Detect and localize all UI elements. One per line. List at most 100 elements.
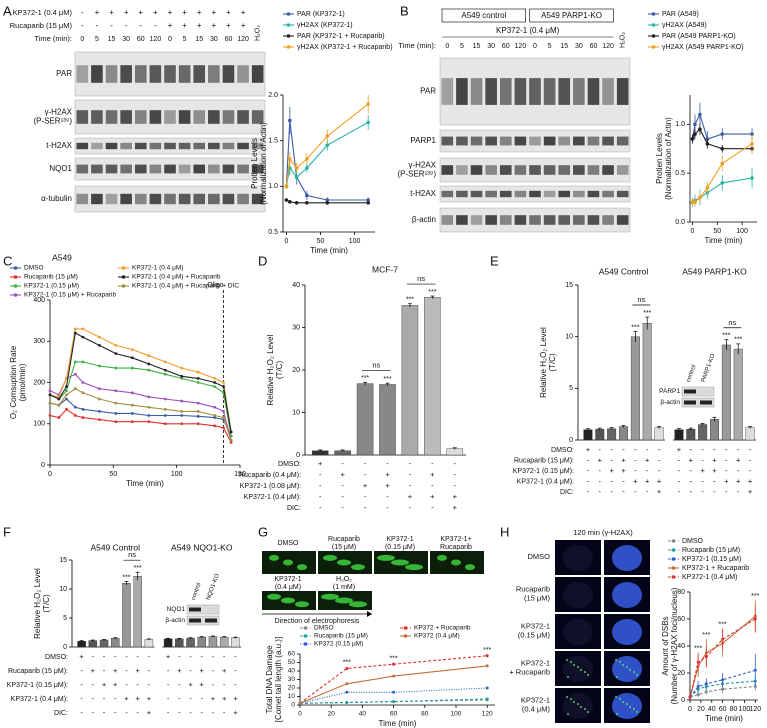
comet [321, 593, 339, 600]
blot-band [587, 190, 600, 198]
focus [636, 711, 638, 713]
blot-band [149, 164, 162, 174]
sign: + [241, 21, 246, 30]
table-sign: - [319, 492, 322, 501]
extra-lane-label: H₂O₂ [620, 32, 627, 48]
focus [633, 671, 635, 673]
inset-band [700, 389, 712, 394]
table-sign: - [223, 680, 226, 689]
focus [580, 706, 582, 708]
focus [577, 666, 579, 668]
blot-band [237, 193, 249, 205]
bar [674, 429, 684, 441]
table-sign: + [91, 666, 96, 675]
legend-label: DMSO [24, 265, 44, 272]
point [392, 662, 396, 666]
y-tick-label: 0 [681, 697, 685, 704]
time-label: Time (min): [398, 41, 436, 50]
y-tick-label: 80 [677, 589, 685, 596]
bar [163, 638, 173, 648]
point [114, 412, 118, 415]
table-sign: - [599, 466, 602, 475]
blot-band [208, 164, 220, 174]
sign: - [154, 21, 157, 30]
blot-band [456, 136, 468, 146]
legend-marker [286, 12, 291, 16]
legend-marker [286, 34, 291, 38]
table-sign: - [658, 455, 661, 464]
point [65, 389, 68, 393]
point [163, 368, 167, 372]
table-sign: - [725, 455, 728, 464]
table-sign: - [212, 680, 215, 689]
table-sign: - [212, 666, 215, 675]
table-sign: - [148, 680, 151, 689]
x-tick-label: 60 [719, 706, 727, 713]
point [114, 389, 118, 393]
point [284, 198, 289, 202]
blot-band [514, 78, 527, 105]
inset-row-label: PARP1 [659, 388, 680, 395]
comet [297, 564, 307, 571]
point [366, 102, 370, 106]
significance-label: *** [361, 375, 369, 382]
table-sign: - [725, 445, 728, 454]
bar [231, 637, 240, 648]
blot-band [134, 110, 147, 124]
blot-band [164, 142, 176, 150]
blot-band [441, 165, 454, 175]
table-sign: - [737, 445, 740, 454]
blot-label: t-H2AX [410, 189, 436, 198]
y-tick-label: 0 [63, 644, 67, 651]
legend-label: PAR (KP372-1 + Rucaparib) [297, 33, 385, 40]
point [366, 120, 370, 125]
bar [619, 426, 628, 441]
group-box [441, 8, 526, 23]
blot-band [558, 78, 571, 105]
bar [133, 576, 142, 648]
sign: + [109, 8, 114, 17]
point [485, 686, 489, 690]
legend-label: DMSO [314, 625, 334, 632]
table-sign: - [319, 470, 322, 479]
point [325, 200, 330, 205]
significance-label: *** [406, 297, 414, 304]
inset-band [684, 389, 696, 394]
point [392, 700, 396, 704]
table-sign: + [430, 470, 435, 479]
point [114, 366, 118, 370]
blot-band [616, 215, 629, 225]
point [196, 414, 200, 418]
point [705, 186, 710, 190]
blot-band [441, 136, 454, 146]
point [298, 701, 302, 705]
significance-label: *** [734, 337, 742, 344]
blot-band [105, 65, 118, 83]
legend-label: PAR (A549) [662, 11, 699, 18]
inset-blot [186, 604, 220, 615]
point [196, 401, 200, 405]
point [81, 407, 85, 411]
y-tick-label: 10 [565, 334, 573, 341]
blot-band [529, 190, 541, 198]
point [753, 617, 757, 621]
point [288, 157, 292, 161]
table-sign: - [646, 487, 649, 496]
blot-label: NQO1 [49, 164, 72, 173]
focus [629, 669, 631, 671]
y-tick-label: 300 [33, 338, 45, 345]
legend-marker [121, 266, 126, 270]
focus [629, 706, 631, 708]
table-sign: + [621, 466, 626, 475]
table-sign: - [92, 652, 95, 661]
y-tick-label: 5 [569, 385, 573, 392]
focus [636, 674, 638, 676]
table-sign: - [341, 503, 344, 512]
blot-band [543, 215, 556, 225]
point [196, 422, 200, 426]
blot-label: γ-H2AX [44, 108, 72, 117]
table-sign: + [147, 694, 152, 703]
table-sign: + [233, 694, 238, 703]
table-sign: - [341, 481, 344, 490]
table-sign: - [678, 476, 681, 485]
